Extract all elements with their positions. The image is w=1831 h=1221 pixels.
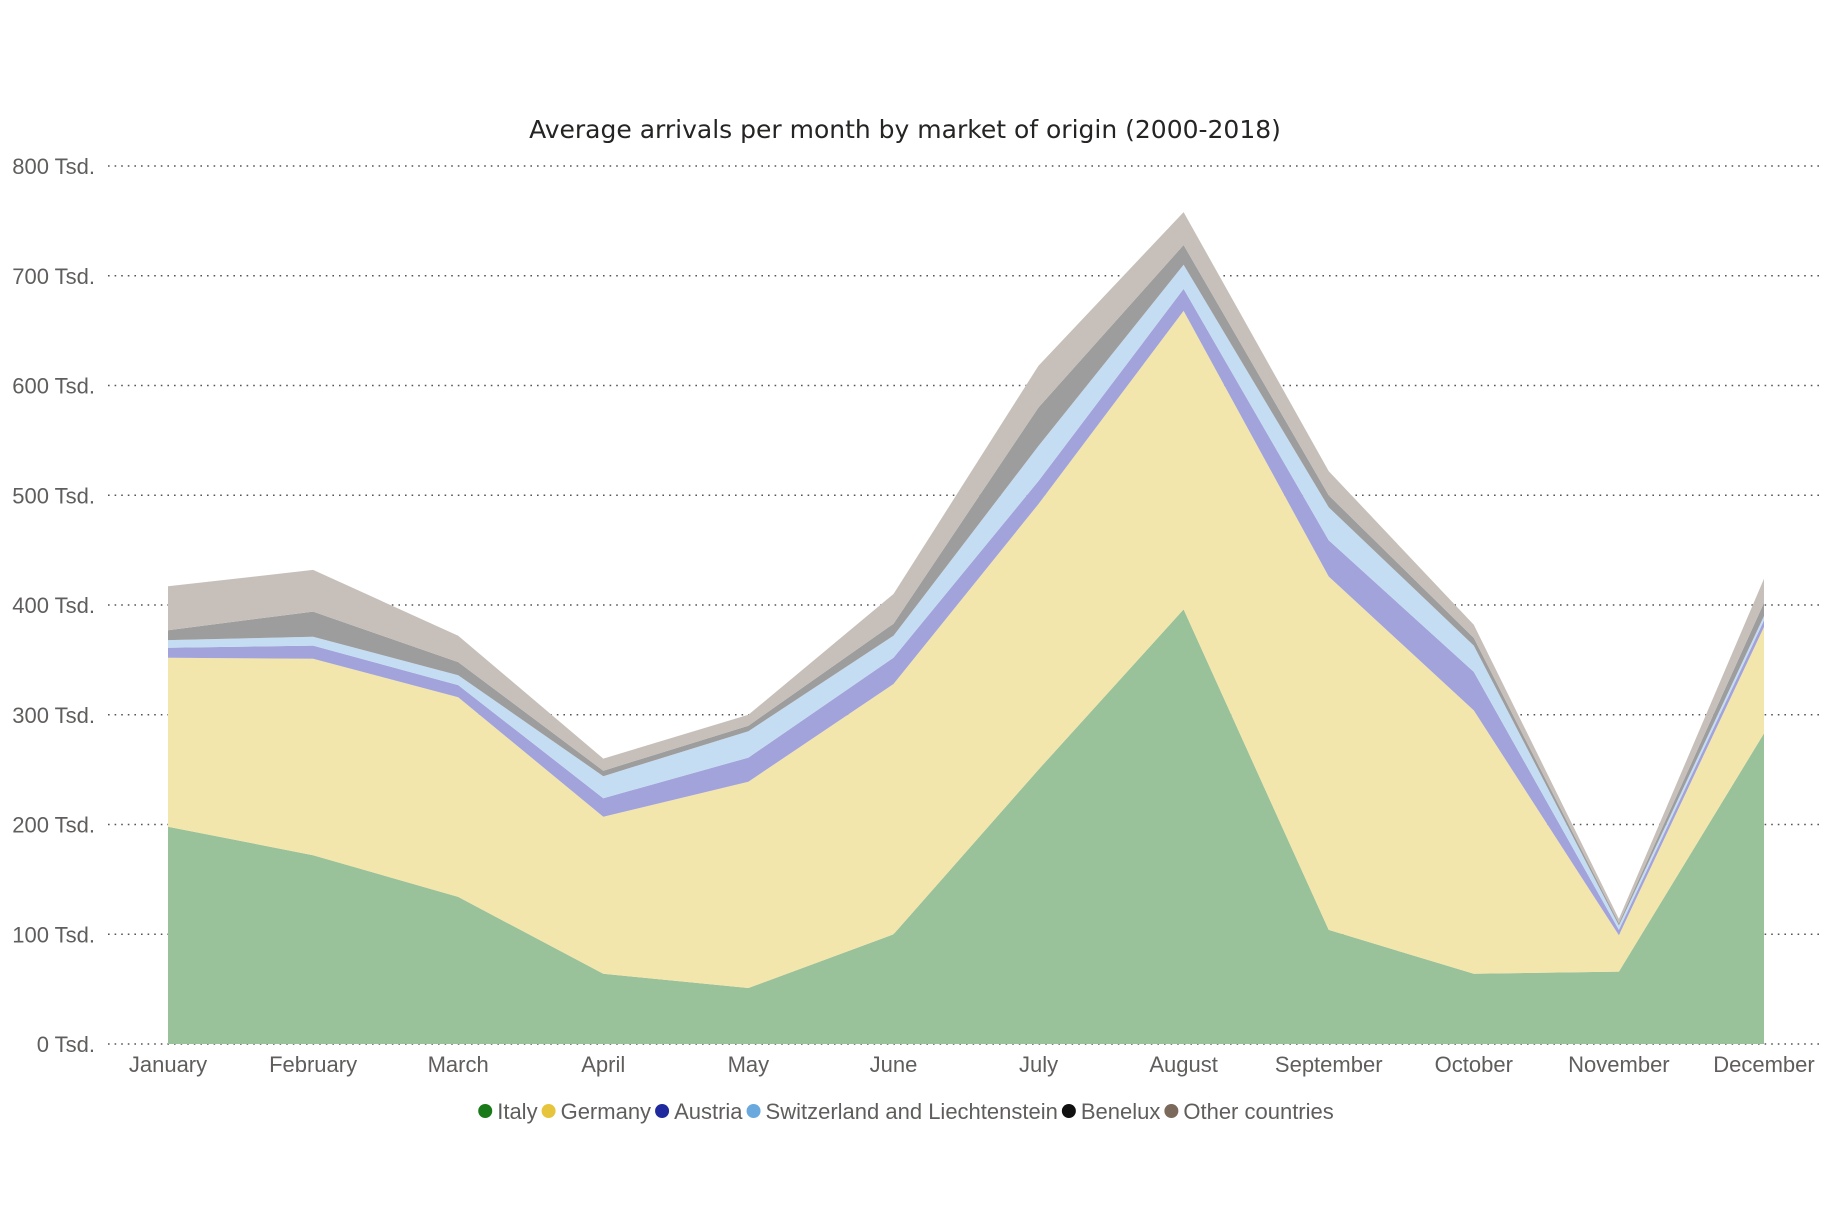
x-tick-label: August — [1149, 1052, 1218, 1077]
legend-marker — [541, 1104, 556, 1118]
y-tick-label: 500 Tsd. — [12, 483, 95, 508]
chart-title: Average arrivals per month by market of … — [529, 115, 1281, 144]
x-tick-label: May — [728, 1052, 770, 1077]
area-series-italy — [168, 609, 1764, 1044]
x-tick-label: December — [1713, 1052, 1814, 1077]
legend-item-austria[interactable]: Austria — [655, 1099, 743, 1124]
legend-label: Switzerland and Liechtenstein — [766, 1099, 1058, 1124]
legend-item-germany[interactable]: Germany — [541, 1099, 651, 1124]
legend-label: Other countries — [1183, 1099, 1333, 1124]
legend-marker — [655, 1104, 670, 1118]
y-tick-label: 700 Tsd. — [12, 264, 95, 289]
y-tick-label: 800 Tsd. — [12, 154, 95, 179]
x-axis: January February March April May June July Augu… — [129, 1052, 1815, 1077]
area-series-switzerland-and-liechtenstein — [168, 264, 1764, 930]
x-tick-label: September — [1275, 1052, 1383, 1077]
legend-label: Germany — [561, 1099, 651, 1124]
area-series-germany — [168, 310, 1764, 988]
legend-item-italy[interactable]: Italy — [478, 1099, 538, 1124]
x-tick-label: October — [1435, 1052, 1513, 1077]
area-series-austria — [168, 288, 1764, 936]
x-tick-label: February — [269, 1052, 357, 1077]
x-tick-label: January — [129, 1052, 207, 1077]
y-tick-label: 100 Tsd. — [12, 922, 95, 947]
x-tick-label: April — [581, 1052, 625, 1077]
x-tick-label: July — [1019, 1052, 1058, 1077]
legend-item-other-countries[interactable]: Other countries — [1164, 1099, 1334, 1124]
legend-label: Italy — [497, 1099, 537, 1124]
y-tick-label: 0 Tsd. — [37, 1032, 95, 1057]
legend-marker — [746, 1104, 761, 1118]
x-tick-label: June — [870, 1052, 918, 1077]
x-tick-label: March — [428, 1052, 489, 1077]
y-tick-label: 400 Tsd. — [12, 593, 95, 618]
legend-label: Benelux — [1081, 1099, 1161, 1124]
legend-item-benelux[interactable]: Benelux — [1061, 1099, 1161, 1124]
y-axis: 0 Tsd. 100 Tsd. 200 Tsd. 300 Tsd. 400 Tsd. 50… — [12, 154, 95, 1057]
legend-marker — [1061, 1104, 1076, 1118]
y-tick-label: 300 Tsd. — [12, 703, 95, 728]
x-tick-label: November — [1568, 1052, 1669, 1077]
legend: Italy Germany Austria Switzerland and Liech… — [478, 1099, 1334, 1124]
plot-area — [168, 212, 1764, 1044]
legend-label: Austria — [674, 1099, 743, 1124]
legend-marker — [478, 1104, 493, 1118]
legend-item-switzerland-and-liechtenstein[interactable]: Switzerland and Liechtenstein — [746, 1099, 1058, 1124]
legend-marker — [1164, 1104, 1179, 1118]
y-tick-label: 600 Tsd. — [12, 374, 95, 399]
y-tick-label: 200 Tsd. — [12, 813, 95, 838]
